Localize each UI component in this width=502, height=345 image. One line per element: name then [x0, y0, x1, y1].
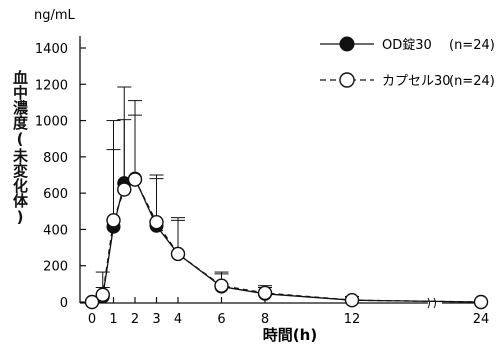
x-tick-label: 8	[261, 312, 269, 327]
x-axis-title: 時間(h)	[263, 326, 317, 344]
axis-break-mark	[427, 297, 436, 309]
legend-label-od: OD錠30	[382, 38, 432, 53]
series-line	[91, 177, 482, 303]
y-axis-title: 血中濃度(未変化体)	[11, 70, 29, 226]
x-tick-label: 12	[344, 312, 361, 327]
y-tick-label: 0	[60, 296, 68, 311]
x-tick-label: 4	[174, 312, 182, 327]
series-od	[85, 100, 488, 309]
legend-item-capsule: カプセル30 (n=24)	[320, 72, 495, 89]
y-tick-label: 1200	[35, 78, 68, 93]
data-point-open	[344, 292, 360, 308]
y-tick-label: 1400	[35, 42, 68, 57]
legend-label-capsule: カプセル30	[382, 74, 451, 89]
series-capsule	[84, 86, 489, 310]
x-tick-label: 0	[88, 312, 96, 327]
legend: OD錠30 (n=24) カプセル30 (n=24)	[320, 36, 495, 89]
x-tick-label: 1	[109, 312, 117, 327]
x-tick-label: 24	[473, 312, 490, 327]
x-tick-label: 6	[217, 312, 225, 327]
data-point-open	[117, 182, 132, 197]
data-point-open	[257, 285, 273, 301]
y-tick-label: 600	[43, 187, 68, 202]
data-point-open	[473, 294, 489, 310]
y-tick-label: 1000	[35, 115, 68, 130]
data-point-open	[95, 287, 110, 302]
y-tick-label: 200	[43, 260, 68, 275]
legend-n-od: (n=24)	[449, 38, 495, 53]
y-axis-unit: ng/mL	[34, 8, 76, 23]
data-point-open	[149, 214, 164, 230]
series-line	[91, 178, 482, 303]
data-point-open	[127, 172, 143, 187]
x-tick-label: 3	[152, 312, 160, 327]
data-point-open	[170, 246, 186, 262]
y-tick-label: 800	[43, 151, 68, 166]
y-tick-label: 400	[43, 223, 68, 238]
data-point-open	[84, 294, 100, 310]
x-tick-label: 2	[131, 312, 139, 327]
legend-item-od: OD錠30 (n=24)	[320, 36, 495, 53]
data-point-open	[214, 278, 229, 293]
data-point-open	[106, 213, 121, 228]
legend-n-capsule: (n=24)	[449, 74, 495, 89]
